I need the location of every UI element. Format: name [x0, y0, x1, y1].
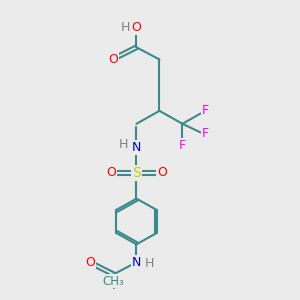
Text: F: F	[202, 104, 209, 117]
Text: S: S	[132, 166, 141, 180]
Text: O: O	[106, 167, 116, 179]
Text: N: N	[132, 141, 141, 154]
Text: O: O	[157, 167, 167, 179]
Text: H: H	[121, 21, 130, 34]
Text: O: O	[132, 21, 141, 34]
Text: O: O	[85, 256, 95, 268]
Text: F: F	[202, 127, 209, 140]
Text: H: H	[145, 257, 154, 270]
Text: F: F	[179, 140, 186, 152]
Text: H: H	[118, 138, 128, 151]
Text: O: O	[109, 53, 118, 66]
Text: CH₃: CH₃	[103, 274, 124, 287]
Text: N: N	[132, 256, 141, 268]
